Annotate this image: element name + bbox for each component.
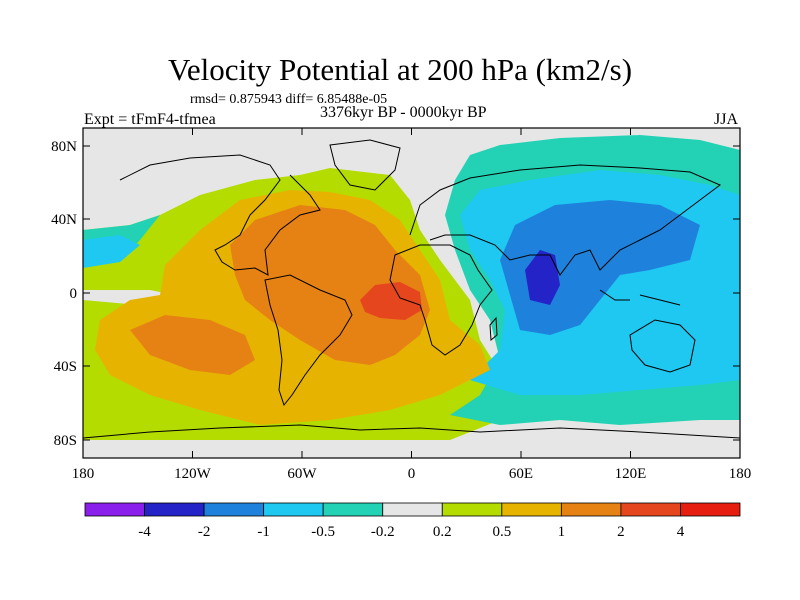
period-label: 3376kyr BP - 0000kyr BP (320, 104, 487, 121)
colorbar-label: -4 (138, 524, 151, 540)
lat-labels: 80N 40N 0 40S 80S (51, 139, 77, 449)
lon-label: 180 (72, 466, 95, 482)
lon-label: 180 (729, 466, 752, 482)
colorbar-box (203, 502, 265, 517)
colorbar-label: -0.2 (371, 524, 395, 540)
colorbar-box (144, 502, 205, 517)
colorbar-label: 0.2 (433, 524, 452, 540)
colorbar-label: 0.5 (492, 524, 511, 540)
colorbar-box (84, 502, 145, 517)
lon-label: 120W (174, 466, 212, 482)
lon-labels: 180 120W 60W 0 60E 120E 180 (72, 466, 752, 482)
lon-label: 120E (615, 466, 647, 482)
lat-label: 40S (54, 359, 77, 375)
contour-band-2-4 (230, 205, 430, 365)
colorbar-box (263, 502, 324, 517)
lat-label: 80N (51, 139, 77, 155)
colorbar-labels: -4 -2 -1 -0.5 -0.2 0.2 0.5 1 2 4 (138, 524, 684, 540)
lat-label: 40N (51, 212, 77, 228)
contour-field (83, 128, 740, 458)
colorbar-label: -2 (198, 524, 211, 540)
stats-text: rmsd= 0.875943 diff= 6.85488e-05 (190, 92, 388, 107)
lon-label: 60W (287, 466, 317, 482)
colorbar-box (620, 502, 681, 517)
colorbar-label: -1 (257, 524, 270, 540)
colorbar-box (501, 502, 562, 517)
experiment-label: Expt = tFmF4-tfmea (84, 111, 216, 128)
colorbar-box (382, 502, 443, 517)
colorbar-label: 4 (677, 524, 685, 540)
lon-ticks (82, 128, 741, 458)
colorbar-label: -0.5 (311, 524, 335, 540)
lon-label: 60E (509, 466, 533, 482)
colorbar-box (560, 502, 622, 517)
colorbar-label: 1 (558, 524, 566, 540)
colorbar (84, 502, 741, 517)
colorbar-box (322, 502, 384, 517)
map-title: Velocity Potential at 200 hPa (km2/s) (167, 52, 633, 87)
lat-label: 0 (70, 286, 78, 302)
lat-label: 80S (54, 433, 77, 449)
season-label: JJA (714, 111, 739, 128)
colorbar-label: 2 (617, 524, 625, 540)
lon-label: 0 (408, 466, 416, 482)
contour-band-neg-4 (525, 250, 560, 305)
contour-band-4plus (360, 282, 422, 320)
colorbar-box (441, 502, 503, 517)
lat-ticks (83, 145, 740, 441)
coastlines (83, 139, 740, 439)
colorbar-box (680, 502, 741, 517)
